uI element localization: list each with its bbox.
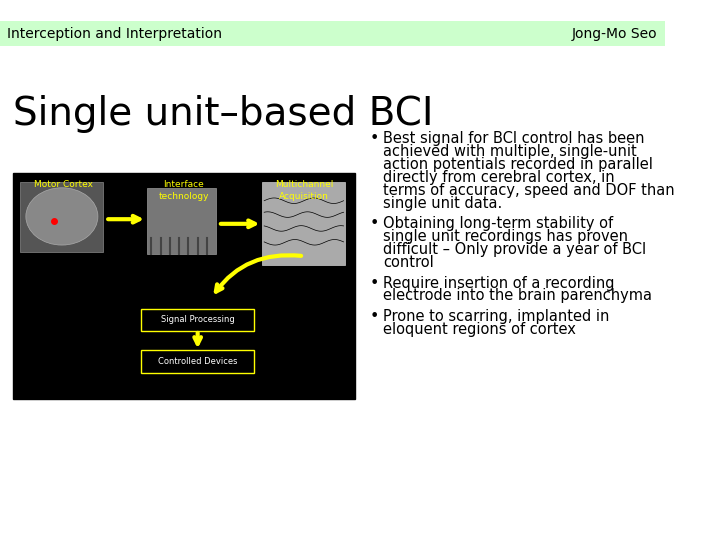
Text: electrode into the brain parenchyma: electrode into the brain parenchyma (383, 288, 652, 303)
FancyBboxPatch shape (141, 309, 254, 331)
FancyBboxPatch shape (147, 188, 216, 254)
Text: Interception and Interpretation: Interception and Interpretation (7, 26, 222, 40)
Text: achieved with multiple, single-unit: achieved with multiple, single-unit (383, 144, 637, 159)
Text: Multichannel
Acquisition: Multichannel Acquisition (275, 180, 333, 200)
Text: Interface
technology: Interface technology (158, 180, 209, 200)
Ellipse shape (26, 188, 98, 245)
Text: •: • (369, 131, 379, 146)
FancyBboxPatch shape (262, 183, 346, 265)
Text: •: • (369, 309, 379, 324)
Text: action potentials recorded in parallel: action potentials recorded in parallel (383, 157, 653, 172)
Text: Signal Processing: Signal Processing (161, 315, 235, 325)
Text: terms of accuracy, speed and DOF than: terms of accuracy, speed and DOF than (383, 183, 675, 198)
Text: Require insertion of a recording: Require insertion of a recording (383, 275, 615, 291)
Text: directly from cerebral cortex, in: directly from cerebral cortex, in (383, 170, 615, 185)
Text: Single unit–based BCI: Single unit–based BCI (13, 94, 433, 132)
Text: control: control (383, 255, 434, 270)
Text: Jong-Mo Seo: Jong-Mo Seo (572, 26, 657, 40)
Text: •: • (369, 275, 379, 291)
FancyBboxPatch shape (141, 350, 254, 373)
Text: •: • (369, 217, 379, 232)
Text: Controlled Devices: Controlled Devices (158, 357, 238, 366)
Text: Obtaining long-term stability of: Obtaining long-term stability of (383, 217, 613, 232)
Text: single unit data.: single unit data. (383, 196, 503, 211)
Text: eloquent regions of cortex: eloquent regions of cortex (383, 322, 576, 337)
FancyBboxPatch shape (13, 173, 355, 399)
Text: Best signal for BCI control has been: Best signal for BCI control has been (383, 131, 645, 146)
FancyBboxPatch shape (20, 183, 104, 252)
Text: Prone to scarring, implanted in: Prone to scarring, implanted in (383, 309, 610, 324)
FancyBboxPatch shape (0, 21, 665, 46)
Text: difficult – Only provide a year of BCI: difficult – Only provide a year of BCI (383, 242, 647, 257)
Text: Motor Cortex: Motor Cortex (35, 180, 93, 190)
Text: single unit recordings has proven: single unit recordings has proven (383, 230, 629, 245)
